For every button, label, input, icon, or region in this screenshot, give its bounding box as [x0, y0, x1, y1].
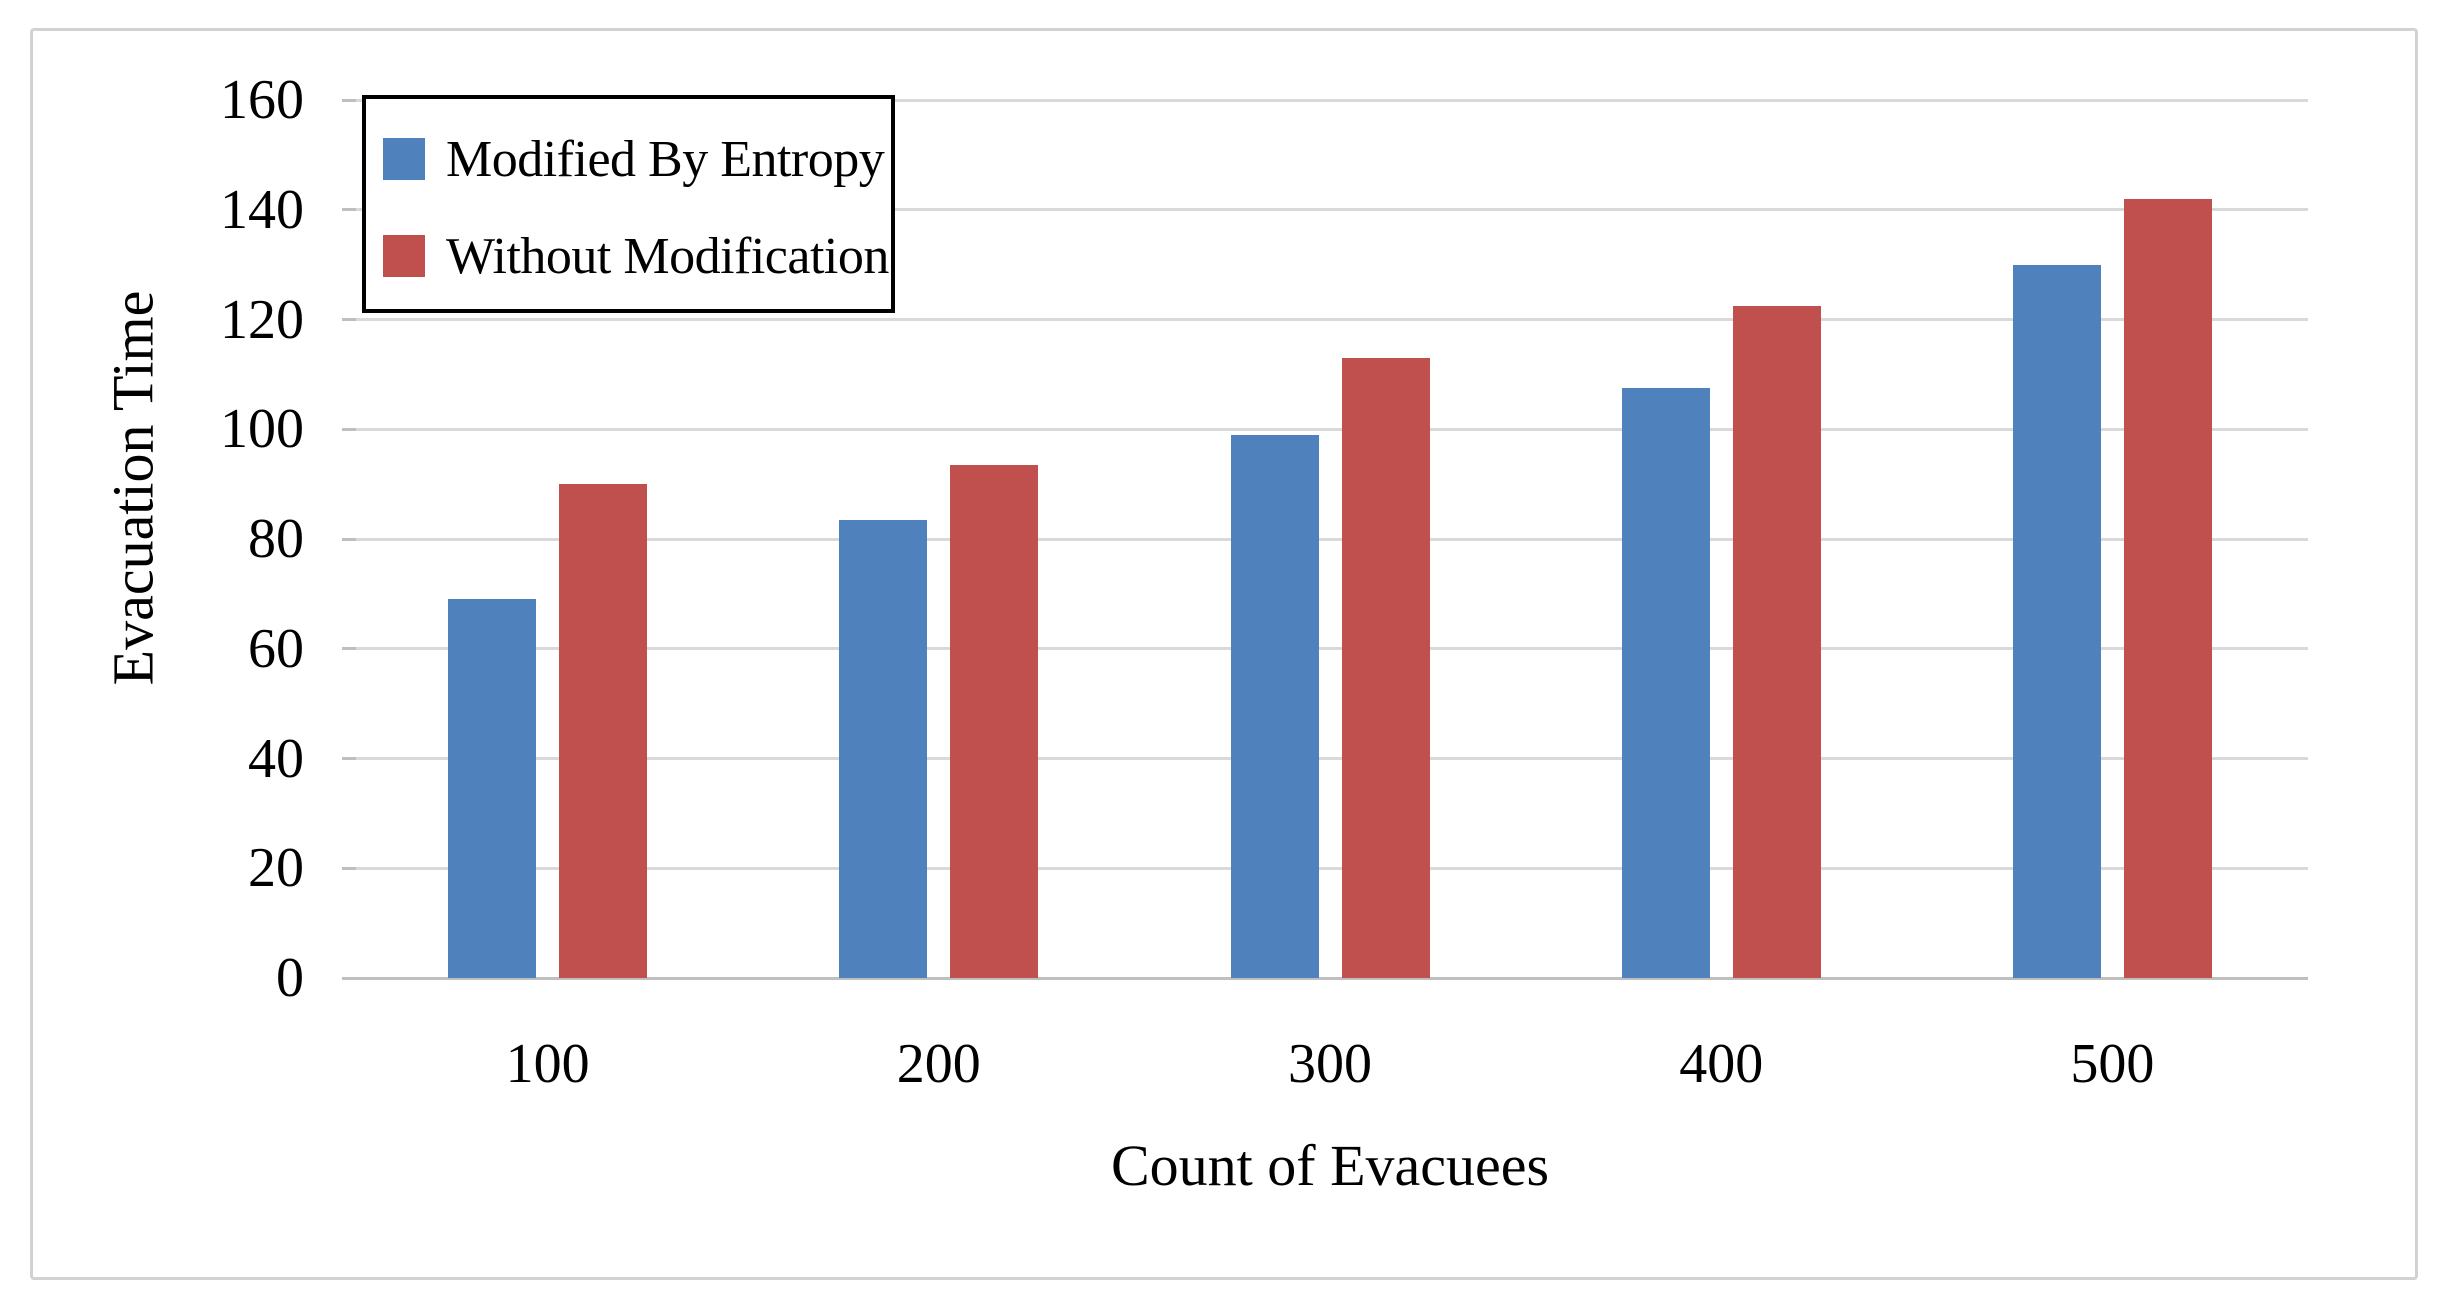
legend-label: Modified By Entropy: [446, 130, 885, 188]
x-axis-title: Count of Evacuees: [1110, 1133, 1550, 1198]
bar-modified-by-entropy-100: [448, 599, 537, 978]
y-tick-label-20: 20: [248, 837, 304, 900]
x-axis-line: [352, 976, 2308, 980]
gridline-160: [352, 98, 2308, 102]
legend-swatch-red: [383, 235, 425, 277]
y-axis-tick-40: [342, 757, 356, 760]
legend-box: Modified By Entropy Without Modification: [362, 95, 895, 313]
bar-modified-by-entropy-500: [2012, 264, 2101, 978]
y-axis-tick-120: [342, 318, 356, 321]
y-axis-tick-100: [342, 427, 356, 431]
x-tick-label-300: 300: [1288, 1033, 1372, 1095]
bar-without-modification-100: [559, 484, 648, 978]
bar-without-modification-400: [1732, 305, 1821, 978]
y-axis-title: Evacuation Time: [100, 290, 166, 686]
bar-without-modification-200: [950, 464, 1039, 978]
bar-modified-by-entropy-200: [839, 519, 928, 978]
y-axis-tick-140: [342, 208, 356, 212]
gridline-40: [352, 757, 2308, 760]
y-tick-label-120: 120: [220, 288, 304, 351]
gridline-100: [352, 427, 2308, 431]
bar-without-modification-300: [1341, 357, 1430, 978]
y-axis-tick-0: [342, 976, 356, 980]
bar-without-modification-500: [2123, 198, 2212, 978]
y-tick-label-60: 60: [248, 617, 304, 680]
y-axis-tick-20: [342, 866, 356, 870]
y-axis-tick-60: [342, 647, 356, 651]
y-tick-label-140: 140: [220, 178, 304, 241]
legend-label: Without Modification: [446, 227, 889, 285]
gridline-60: [352, 647, 2308, 651]
gridline-120: [352, 318, 2308, 321]
y-axis-tick-80: [342, 537, 356, 541]
y-axis-tick-160: [342, 98, 356, 102]
x-tick-label-200: 200: [896, 1033, 981, 1095]
gridline-140: [352, 208, 2308, 212]
legend-item-modified-by-entropy: Modified By Entropy: [383, 131, 885, 188]
y-tick-label-40: 40: [248, 727, 304, 790]
legend-item-without-modification: Without Modification: [383, 228, 889, 285]
y-tick-label-100: 100: [220, 398, 304, 461]
legend-swatch-blue: [383, 138, 425, 180]
x-tick-label-100: 100: [505, 1033, 590, 1095]
y-tick-label-160: 160: [220, 69, 304, 131]
bar-modified-by-entropy-400: [1621, 388, 1710, 978]
x-tick-label-500: 500: [2070, 1033, 2155, 1095]
y-tick-label-0: 0: [276, 947, 304, 1009]
gridline-80: [352, 537, 2308, 541]
y-tick-label-80: 80: [248, 508, 304, 570]
x-tick-label-400: 400: [1679, 1033, 1764, 1095]
gridline-20: [352, 866, 2308, 870]
bar-modified-by-entropy-300: [1230, 434, 1319, 978]
